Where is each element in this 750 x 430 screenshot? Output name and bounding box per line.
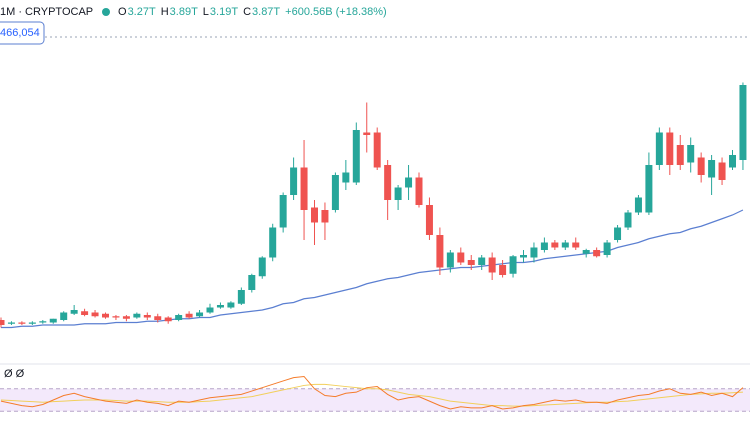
candle-body xyxy=(457,252,465,263)
candle-body xyxy=(697,157,705,175)
candle-body xyxy=(540,242,548,250)
candle-body xyxy=(561,242,569,248)
candle-body xyxy=(28,322,36,324)
ohlc-legend: O 3.27T H 3.89T L 3.19T C 3.87T +600.56B (+18.38… xyxy=(118,6,387,18)
badge: 466,054 xyxy=(0,27,40,39)
candle-body xyxy=(290,167,298,195)
candle-body xyxy=(216,305,224,308)
candle-body xyxy=(352,130,360,183)
candle-body xyxy=(102,313,109,318)
ohlc-value: 3.19T xyxy=(210,6,238,18)
candle-body xyxy=(185,313,193,318)
candle-body xyxy=(237,290,245,304)
candle-body xyxy=(154,316,162,320)
candle-body xyxy=(425,205,433,235)
candle-body xyxy=(269,227,277,258)
candle-body xyxy=(655,132,663,165)
candle-body xyxy=(499,265,507,275)
candle-body xyxy=(112,316,120,318)
candle-body xyxy=(39,321,47,323)
candle-body xyxy=(81,311,89,315)
candle-body xyxy=(739,85,747,160)
candle-body xyxy=(175,315,183,320)
candle-body xyxy=(227,302,235,308)
candle-body xyxy=(342,172,350,183)
candle-body xyxy=(300,167,308,210)
candle-body xyxy=(467,260,475,265)
candle-body xyxy=(436,235,444,268)
candle-body xyxy=(614,227,622,240)
indicator-values: Ø Ø xyxy=(4,368,25,380)
change: +600.56B (+18.38%) xyxy=(285,6,387,18)
candle-body xyxy=(143,315,151,318)
candle-body xyxy=(248,275,256,290)
ohlc-value: 3.87T xyxy=(252,6,280,18)
candle-body xyxy=(394,187,402,200)
ohlc-value: 3.27T xyxy=(128,6,156,18)
candle-body xyxy=(478,257,486,265)
candle-body xyxy=(331,175,339,210)
candle-body xyxy=(415,177,423,205)
candle-body xyxy=(687,145,695,163)
candle-body xyxy=(446,252,454,268)
status-dot xyxy=(102,8,110,16)
candle-body xyxy=(624,212,632,228)
ohlc-key: C xyxy=(243,6,251,18)
candle-body xyxy=(196,312,204,317)
candle-body xyxy=(509,256,517,274)
candle-body xyxy=(488,257,496,273)
rsi-ma-line xyxy=(0,383,743,407)
candle-body xyxy=(60,312,68,320)
candle-body xyxy=(582,250,590,254)
ohlc-key: H xyxy=(161,6,169,18)
candle-body xyxy=(551,242,559,248)
candle-body xyxy=(0,320,5,325)
chart-title: 1M · CRYPTOCAP xyxy=(0,6,93,18)
ohlc-key: L xyxy=(203,6,209,18)
candle-body xyxy=(373,132,381,168)
candle-body xyxy=(279,195,287,228)
candle-body xyxy=(206,307,214,313)
candle-body xyxy=(133,313,141,318)
candle-body xyxy=(645,165,653,213)
candle-body xyxy=(122,316,130,319)
badge-box xyxy=(0,21,45,45)
rsi-band xyxy=(0,388,750,412)
candle-body xyxy=(7,322,15,324)
moving-average xyxy=(1,209,744,329)
candle-body xyxy=(164,317,172,322)
ohlc-key: O xyxy=(118,6,127,18)
rsi-line xyxy=(0,375,744,410)
candle-body xyxy=(311,207,318,223)
candle-body xyxy=(520,255,527,258)
candle-body xyxy=(258,257,266,277)
candle-body xyxy=(18,322,26,324)
candle-body xyxy=(708,160,716,178)
candle-body xyxy=(405,177,413,188)
ohlc-value: 3.89T xyxy=(170,6,198,18)
candle-body xyxy=(676,145,684,165)
candle-body xyxy=(572,242,580,248)
candle-body xyxy=(593,250,601,257)
candle-body xyxy=(603,242,611,255)
candle-body xyxy=(666,132,674,165)
candle-body xyxy=(384,165,392,200)
candle-body xyxy=(729,155,736,168)
candle-body xyxy=(634,197,642,213)
candle-body xyxy=(91,312,99,317)
candle-body xyxy=(321,210,329,223)
candle-body xyxy=(530,247,538,258)
candle-body xyxy=(70,310,78,314)
candle-body xyxy=(363,132,371,135)
candle-body xyxy=(49,318,57,323)
candle-body xyxy=(718,162,726,180)
